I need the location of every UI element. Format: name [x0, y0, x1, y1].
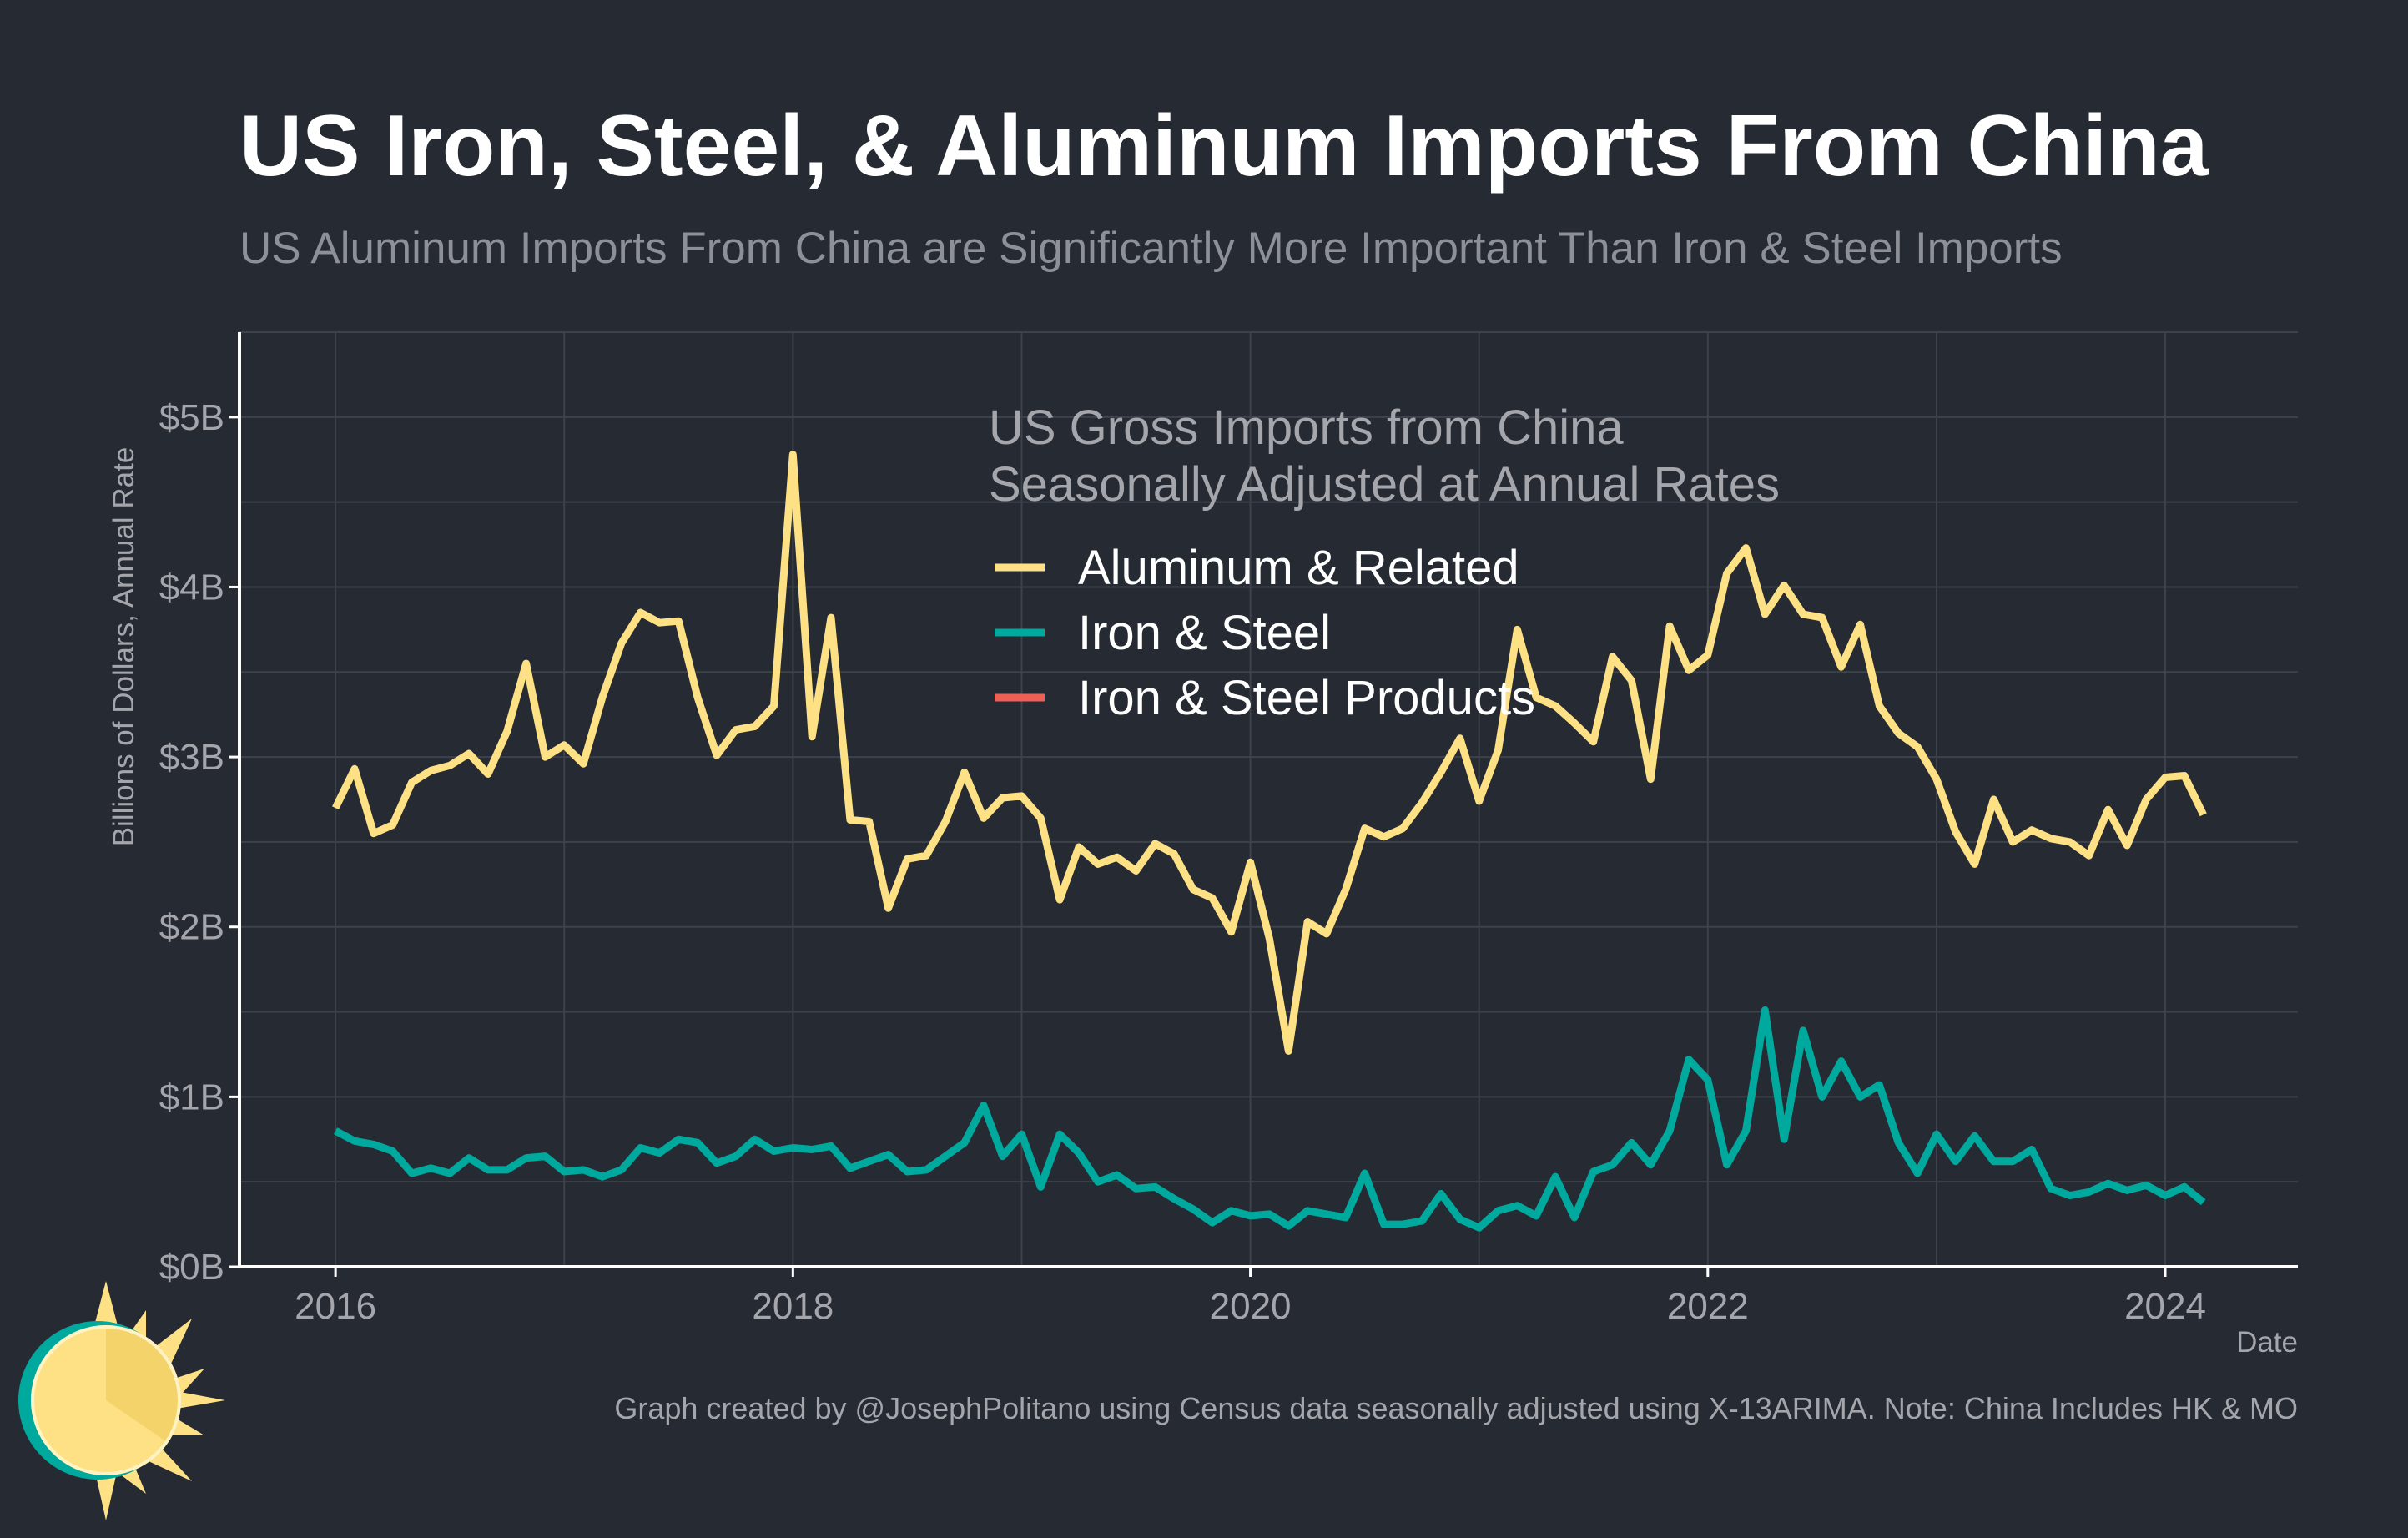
legend-title-line2: Seasonally Adjusted at Annual Rates — [989, 457, 1780, 512]
x-tick-label: 2020 — [1210, 1286, 1292, 1327]
legend-label-aluminum-related: Aluminum & Related — [1078, 541, 1519, 595]
sun-logo-icon — [18, 1281, 225, 1520]
series-line-aluminum-related — [332, 451, 2207, 1055]
caption: Graph created by @JosephPolitano using C… — [614, 1391, 2298, 1425]
y-tick-label: $5B — [159, 397, 224, 438]
y-tick-label: $2B — [159, 907, 224, 948]
x-tick-label: 2016 — [295, 1286, 376, 1327]
x-tick-label: 2018 — [752, 1286, 834, 1327]
series-line-iron-steel — [333, 1006, 2206, 1232]
legend-label-iron-steel: Iron & Steel — [1078, 606, 1331, 660]
legend-title-line1: US Gross Imports from China — [989, 401, 1624, 455]
x-axis-label: Date — [2236, 1326, 2298, 1359]
chart-subtitle: US Aluminum Imports From China are Signi… — [239, 224, 2063, 273]
axes: $0B $1B $2B $3B $4B $5B 2016 2018 2020 2022 2024 — [159, 332, 2298, 1327]
series-lines — [332, 451, 2207, 1232]
x-tick-label: 2024 — [2124, 1286, 2206, 1327]
y-axis-label: Billions of Dollars, Annual Rate — [108, 447, 140, 847]
chart-title: US Iron, Steel, & Aluminum Imports From … — [239, 98, 2209, 194]
x-tick-label: 2022 — [1667, 1286, 1749, 1327]
y-tick-label: $0B — [159, 1247, 224, 1288]
y-tick-label: $4B — [159, 567, 224, 608]
y-tick-label: $1B — [159, 1077, 224, 1117]
legend-label-iron-steel-products: Iron & Steel Products — [1078, 671, 1535, 725]
y-tick-label: $3B — [159, 737, 224, 778]
